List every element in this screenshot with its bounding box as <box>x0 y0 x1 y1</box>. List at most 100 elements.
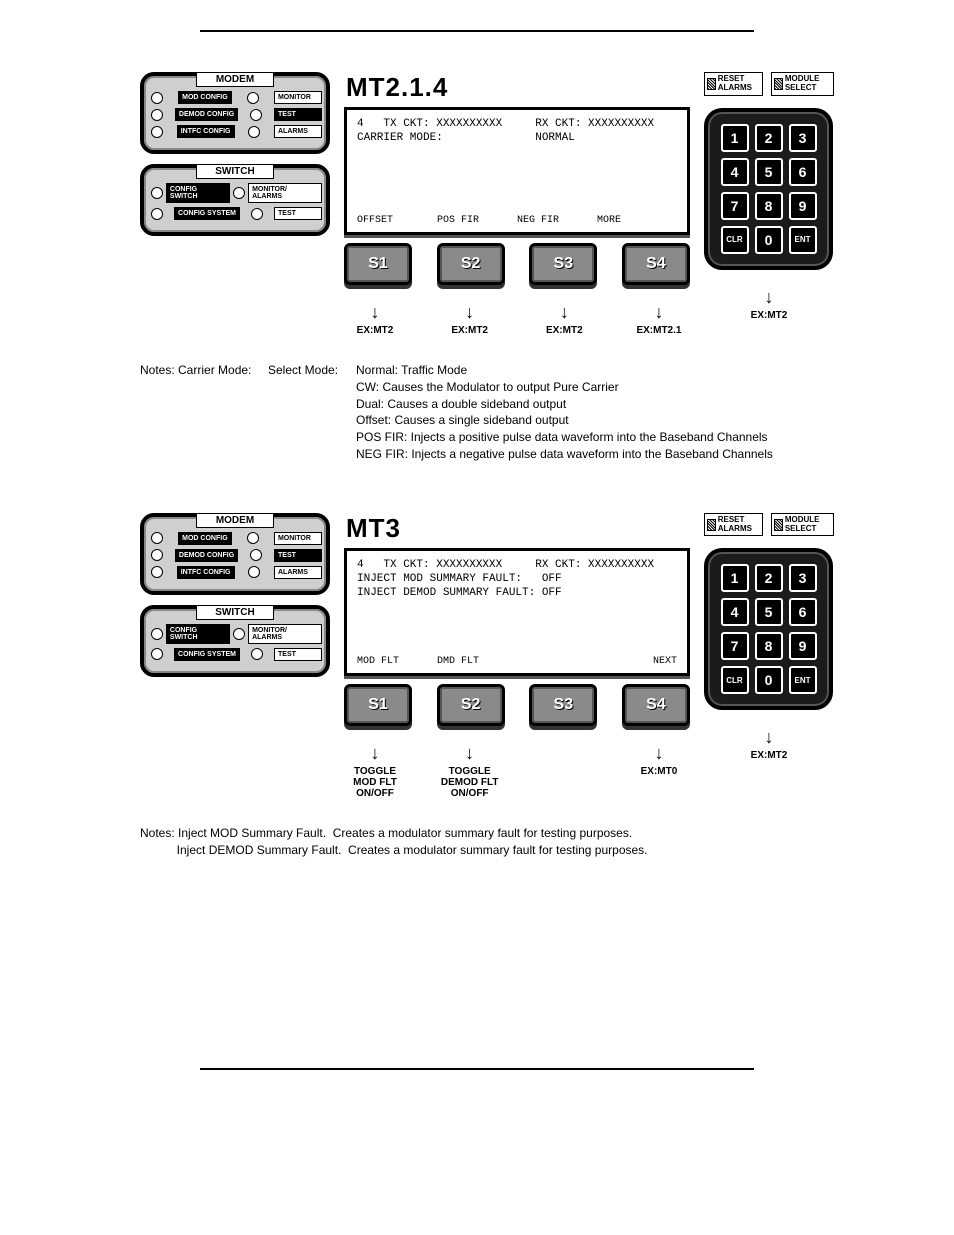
switch-panel-2: SWITCH CONFIG SWITCH MONITOR/ ALARMS CONF… <box>140 605 330 677</box>
config-switch-button[interactable]: CONFIG SWITCH <box>166 183 230 203</box>
softkey-s2[interactable]: S2 <box>437 243 505 285</box>
config-system-button[interactable]: CONFIG SYSTEM <box>174 207 240 220</box>
notes-line: Normal: Traffic Mode <box>356 362 773 379</box>
soft-label-4: NEXT <box>597 656 677 667</box>
alarms-button[interactable]: ALARMS <box>274 125 322 138</box>
key-ent[interactable]: ENT <box>789 226 817 254</box>
softkey-s1[interactable]: S1 <box>344 243 412 285</box>
reset-alarms-button[interactable]: RESET ALARMS <box>704 72 763 96</box>
notes-label: Notes: Carrier Mode: <box>140 362 260 463</box>
demod-config-button[interactable]: DEMOD CONFIG <box>175 108 238 121</box>
lcd-line-1: 4 TX CKT: XXXXXXXXXX RX CKT: XXXXXXXXXX <box>357 118 677 130</box>
key-4[interactable]: 4 <box>721 598 749 626</box>
right-ex-label: EX:MT2 <box>738 750 800 761</box>
notes-line: Dual: Causes a double sideband output <box>356 396 773 413</box>
soft-label-2: POS FIR <box>437 215 517 226</box>
arrow-down-icon: ↓ <box>439 303 501 321</box>
softkey-s3[interactable]: S3 <box>529 243 597 285</box>
lcd-display-2: 4 TX CKT: XXXXXXXXXX RX CKT: XXXXXXXXXX … <box>344 548 690 676</box>
key-9[interactable]: 9 <box>789 632 817 660</box>
module-select-button[interactable]: MODULE SELECT <box>771 72 834 96</box>
soft-label-4: MORE <box>597 215 677 226</box>
intfc-config-button[interactable]: INTFC CONFIG <box>177 125 235 138</box>
arrow-down-icon: ↓ <box>344 303 406 321</box>
key-9[interactable]: 9 <box>789 192 817 220</box>
switch-test-button[interactable]: TEST <box>274 207 322 220</box>
ex-label-4: EX:MT2.1 <box>628 325 690 336</box>
monitor-button[interactable]: MONITOR <box>274 532 322 545</box>
ex-label-2: TOGGLE DEMOD FLT ON/OFF <box>439 766 501 799</box>
softkey-s4[interactable]: S4 <box>622 684 690 726</box>
section-title-2: MT3 <box>346 513 690 544</box>
monitor-alarms-button[interactable]: MONITOR/ ALARMS <box>248 624 322 644</box>
key-4[interactable]: 4 <box>721 158 749 186</box>
soft-label-1: OFFSET <box>357 215 437 226</box>
key-5[interactable]: 5 <box>755 158 783 186</box>
softkey-s4[interactable]: S4 <box>622 243 690 285</box>
test-button[interactable]: TEST <box>274 108 322 121</box>
softkey-s1[interactable]: S1 <box>344 684 412 726</box>
config-switch-button[interactable]: CONFIG SWITCH <box>166 624 230 644</box>
key-3[interactable]: 3 <box>789 124 817 152</box>
key-ent[interactable]: ENT <box>789 666 817 694</box>
monitor-button[interactable]: MONITOR <box>274 91 322 104</box>
lcd-line-2: INJECT MOD SUMMARY FAULT: OFF <box>357 573 677 585</box>
arrow-down-icon: ↓ <box>344 744 406 762</box>
reset-alarms-button[interactable]: RESET ALARMS <box>704 513 763 537</box>
notes-line: Offset: Causes a single sideband output <box>356 412 773 429</box>
switch-panel-title: SWITCH <box>196 605 274 620</box>
alarms-button[interactable]: ALARMS <box>274 566 322 579</box>
notes-line: CW: Causes the Modulator to output Pure … <box>356 379 773 396</box>
softkey-s2[interactable]: S2 <box>437 684 505 726</box>
arrow-down-icon: ↓ <box>738 288 800 306</box>
lcd-line-3: INJECT DEMOD SUMMARY FAULT: OFF <box>357 587 677 599</box>
lcd-line-2: CARRIER MODE: NORMAL <box>357 132 677 144</box>
ex-label-1: TOGGLE MOD FLT ON/OFF <box>344 766 406 799</box>
notes-line: POS FIR: Injects a positive pulse data w… <box>356 429 773 446</box>
key-clr[interactable]: CLR <box>721 666 749 694</box>
switch-test-button[interactable]: TEST <box>274 648 322 661</box>
module-select-button[interactable]: MODULE SELECT <box>771 513 834 537</box>
arrow-down-icon: ↓ <box>738 728 800 746</box>
key-5[interactable]: 5 <box>755 598 783 626</box>
config-system-button[interactable]: CONFIG SYSTEM <box>174 648 240 661</box>
key-3[interactable]: 3 <box>789 564 817 592</box>
soft-label-3 <box>517 656 597 667</box>
softkey-s3[interactable]: S3 <box>529 684 597 726</box>
ex-label-4: EX:MT0 <box>628 766 690 777</box>
key-0[interactable]: 0 <box>755 226 783 254</box>
key-2[interactable]: 2 <box>755 124 783 152</box>
mod-config-button[interactable]: MOD CONFIG <box>178 91 232 104</box>
key-clr[interactable]: CLR <box>721 226 749 254</box>
key-2[interactable]: 2 <box>755 564 783 592</box>
test-button[interactable]: TEST <box>274 549 322 562</box>
arrow-down-icon: ↓ <box>533 303 595 321</box>
key-0[interactable]: 0 <box>755 666 783 694</box>
notes2-line: Notes: Inject MOD Summary Fault. Creates… <box>140 825 814 842</box>
ex-label-1: EX:MT2 <box>344 325 406 336</box>
key-7[interactable]: 7 <box>721 192 749 220</box>
numeric-keypad-2: 1 2 3 4 5 6 7 8 9 CLR 0 ENT <box>704 548 833 710</box>
key-1[interactable]: 1 <box>721 124 749 152</box>
key-8[interactable]: 8 <box>755 632 783 660</box>
lcd-display: 4 TX CKT: XXXXXXXXXX RX CKT: XXXXXXXXXX … <box>344 107 690 235</box>
ex-label-2: EX:MT2 <box>439 325 501 336</box>
modem-panel-title: MODEM <box>196 72 274 87</box>
notes-line: NEG FIR: Injects a negative pulse data w… <box>356 446 773 463</box>
demod-config-button[interactable]: DEMOD CONFIG <box>175 549 238 562</box>
arrow-down-icon: ↓ <box>628 303 690 321</box>
intfc-config-button[interactable]: INTFC CONFIG <box>177 566 235 579</box>
key-7[interactable]: 7 <box>721 632 749 660</box>
key-1[interactable]: 1 <box>721 564 749 592</box>
soft-label-1: MOD FLT <box>357 656 437 667</box>
key-6[interactable]: 6 <box>789 598 817 626</box>
arrow-down-icon: ↓ <box>439 744 501 762</box>
switch-panel: SWITCH CONFIG SWITCHMONITOR/ ALARMS CONF… <box>140 164 330 236</box>
key-8[interactable]: 8 <box>755 192 783 220</box>
mod-config-button[interactable]: MOD CONFIG <box>178 532 232 545</box>
modem-panel: MODEM MOD CONFIG MONITOR DEMOD CONFIG TEST… <box>140 72 330 154</box>
ex-label-3: EX:MT2 <box>533 325 595 336</box>
key-6[interactable]: 6 <box>789 158 817 186</box>
monitor-alarms-button[interactable]: MONITOR/ ALARMS <box>248 183 322 203</box>
modem-panel-title: MODEM <box>196 513 274 528</box>
